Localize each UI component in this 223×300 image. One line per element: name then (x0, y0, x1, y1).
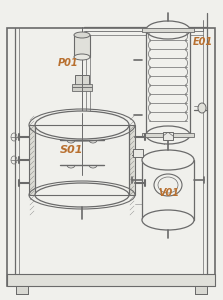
Bar (16, 286, 28, 294)
Bar (142, 160, 194, 220)
Bar (146, 30, 190, 135)
Bar (7, 274, 215, 286)
Bar (163, 132, 173, 140)
Ellipse shape (35, 111, 129, 139)
Bar (133, 149, 143, 157)
Bar (74, 35, 90, 57)
Bar (29, 125, 135, 195)
Bar (72, 84, 92, 87)
Ellipse shape (74, 32, 90, 38)
Bar (75, 75, 89, 85)
Ellipse shape (74, 54, 90, 60)
Ellipse shape (35, 183, 129, 207)
Ellipse shape (146, 126, 190, 144)
Bar (72, 87, 92, 91)
Bar (35, 125, 129, 195)
Bar (195, 286, 207, 294)
Bar (142, 133, 194, 137)
Bar (29, 125, 135, 195)
Ellipse shape (198, 103, 206, 113)
Bar (7, 28, 215, 286)
Bar (16, 286, 28, 294)
Ellipse shape (146, 21, 190, 39)
Bar (195, 286, 207, 294)
Bar (7, 274, 215, 286)
Ellipse shape (142, 210, 194, 230)
Ellipse shape (142, 150, 194, 170)
Text: S01: S01 (60, 145, 83, 155)
Bar (142, 28, 194, 32)
Text: P01: P01 (58, 58, 79, 68)
Text: V01: V01 (158, 188, 179, 198)
Text: E01: E01 (193, 37, 213, 47)
